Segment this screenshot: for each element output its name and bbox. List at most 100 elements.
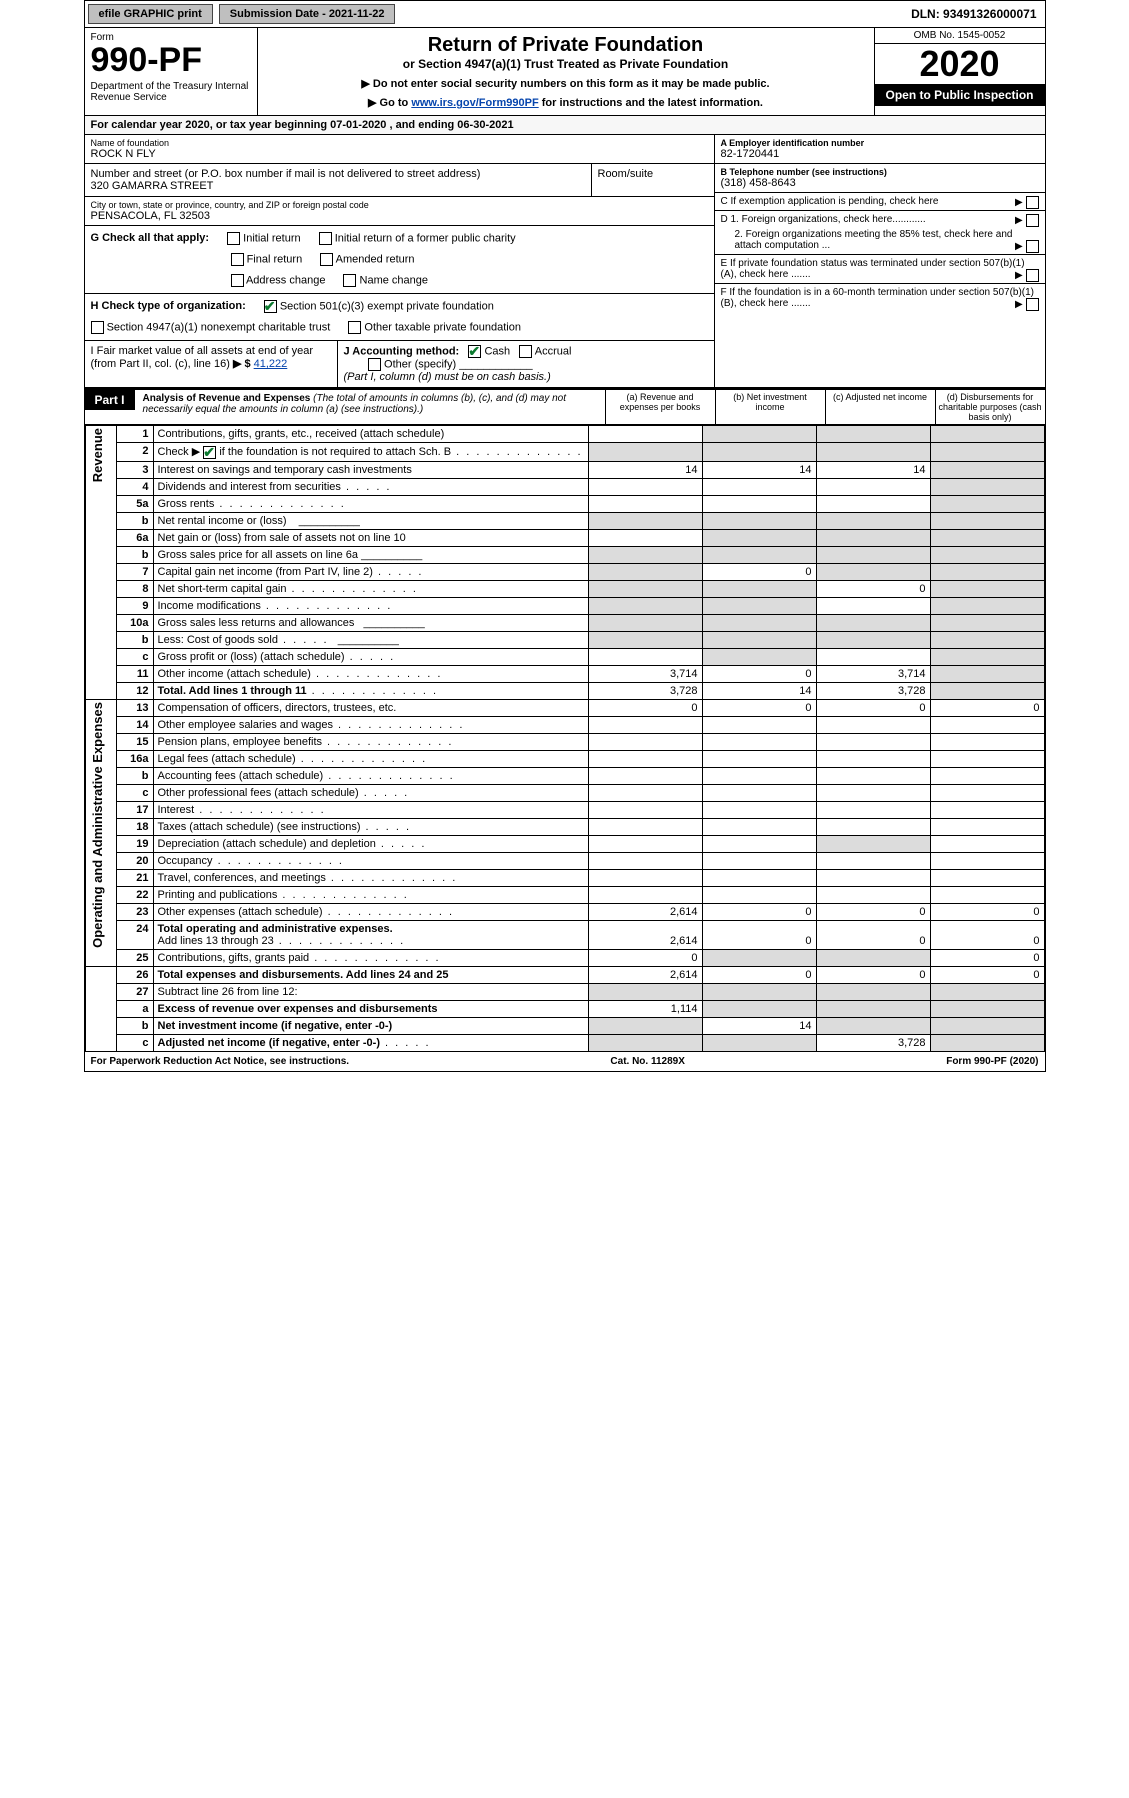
table-row: Revenue 1Contributions, gifts, grants, e… — [85, 426, 1044, 443]
col-a-header: (a) Revenue and expenses per books — [605, 390, 715, 424]
addr-label: Number and street (or P.O. box number if… — [91, 168, 585, 180]
cb-initial-return[interactable] — [227, 232, 240, 245]
table-row: 19Depreciation (attach schedule) and dep… — [85, 835, 1044, 852]
calendar-year-line: For calendar year 2020, or tax year begi… — [85, 116, 1045, 135]
fmv-value-link[interactable]: 41,222 — [254, 358, 288, 370]
cb-501c3[interactable] — [264, 300, 277, 313]
cb-name-change[interactable] — [343, 274, 356, 287]
info-left: Name of foundation ROCK N FLY Number and… — [85, 135, 715, 387]
table-row: 23Other expenses (attach schedule) 2,614… — [85, 903, 1044, 920]
cb-e[interactable] — [1026, 269, 1039, 282]
header-right: OMB No. 1545-0052 2020 Open to Public In… — [874, 28, 1045, 115]
footer-left: For Paperwork Reduction Act Notice, see … — [91, 1056, 350, 1067]
submission-date-button[interactable]: Submission Date - 2021-11-22 — [219, 4, 396, 24]
open-inspection: Open to Public Inspection — [875, 84, 1045, 106]
table-row: 7Capital gain net income (from Part IV, … — [85, 563, 1044, 580]
table-row: cOther professional fees (attach schedul… — [85, 784, 1044, 801]
table-row: 25Contributions, gifts, grants paid 00 — [85, 949, 1044, 966]
ij-row: I Fair market value of all assets at end… — [85, 341, 714, 387]
cb-final-return[interactable] — [231, 253, 244, 266]
g-addr-change: Address change — [246, 274, 326, 286]
table-row: 2 Check ▶ if the foundation is not requi… — [85, 443, 1044, 462]
cb-schb[interactable] — [203, 446, 216, 459]
info-right: A Employer identification number 82-1720… — [715, 135, 1045, 387]
cb-4947a1[interactable] — [91, 321, 104, 334]
table-row: 12Total. Add lines 1 through 11 3,728143… — [85, 682, 1044, 699]
table-row: 11Other income (attach schedule) 3,71403… — [85, 665, 1044, 682]
header-left: Form 990-PF Department of the Treasury I… — [85, 28, 258, 115]
footer-right: Form 990-PF (2020) — [946, 1056, 1038, 1067]
table-row: 8Net short-term capital gain 0 — [85, 580, 1044, 597]
g-final: Final return — [247, 253, 303, 265]
a-label: A Employer identification number — [721, 138, 865, 148]
table-row: 20Occupancy — [85, 852, 1044, 869]
e-label: E If private foundation status was termi… — [721, 258, 1025, 280]
footer-mid: Cat. No. 11289X — [610, 1056, 684, 1067]
h-row: H Check type of organization: Section 50… — [85, 294, 714, 341]
table-row: 5aGross rents — [85, 495, 1044, 512]
part1-cols: (a) Revenue and expenses per books (b) N… — [605, 390, 1045, 424]
room-label: Room/suite — [598, 168, 708, 180]
part1-table: Revenue 1Contributions, gifts, grants, e… — [85, 425, 1045, 1052]
form-page: efile GRAPHIC print Submission Date - 20… — [84, 0, 1046, 1072]
table-row: bLess: Cost of goods sold __________ — [85, 631, 1044, 648]
addr-value: 320 GAMARRA STREET — [91, 180, 585, 192]
revenue-sidelabel: Revenue — [85, 426, 116, 700]
phone-value: (318) 458-8643 — [721, 177, 1039, 189]
col-b-header: (b) Net investment income — [715, 390, 825, 424]
table-row: 26Total expenses and disbursements. Add … — [85, 966, 1044, 983]
table-row: bNet rental income or (loss) __________ — [85, 512, 1044, 529]
info-grid: Name of foundation ROCK N FLY Number and… — [85, 135, 1045, 388]
a-cell: A Employer identification number 82-1720… — [715, 135, 1045, 164]
part1-desc: Analysis of Revenue and Expenses (The to… — [135, 390, 605, 418]
col-c-header: (c) Adjusted net income — [825, 390, 935, 424]
omb-label: OMB No. 1545-0052 — [875, 28, 1045, 44]
arrow-icon: ▶ $ — [233, 358, 254, 370]
expenses-sidelabel: Operating and Administrative Expenses — [85, 699, 116, 966]
g-initial-former: Initial return of a former public charit… — [335, 232, 516, 244]
cb-initial-former[interactable] — [319, 232, 332, 245]
i-cell: I Fair market value of all assets at end… — [85, 341, 338, 387]
city-value: PENSACOLA, FL 32503 — [91, 210, 708, 222]
table-row: 4Dividends and interest from securities — [85, 478, 1044, 495]
g-name-change: Name change — [360, 274, 429, 286]
cb-d1[interactable] — [1026, 214, 1039, 227]
table-row: cGross profit or (loss) (attach schedule… — [85, 648, 1044, 665]
cb-c[interactable] — [1026, 196, 1039, 209]
form-note1: ▶ Do not enter social security numbers o… — [268, 77, 864, 90]
cb-cash[interactable] — [468, 345, 481, 358]
g-amended: Amended return — [336, 253, 415, 265]
f-label: F If the foundation is in a 60-month ter… — [721, 287, 1035, 309]
cb-f[interactable] — [1026, 298, 1039, 311]
cb-d2[interactable] — [1026, 240, 1039, 253]
name-label: Name of foundation — [91, 138, 708, 148]
cb-amended-return[interactable] — [320, 253, 333, 266]
form-note2: ▶ Go to www.irs.gov/Form990PF for instru… — [268, 96, 864, 109]
j-accrual: Accrual — [535, 345, 572, 357]
j-other: Other (specify) — [384, 358, 456, 370]
table-row: aExcess of revenue over expenses and dis… — [85, 1000, 1044, 1017]
j-cash: Cash — [484, 345, 510, 357]
form-number: 990-PF — [91, 43, 251, 77]
table-row: 9Income modifications — [85, 597, 1044, 614]
efile-print-button[interactable]: efile GRAPHIC print — [88, 4, 213, 24]
d1-label: D 1. Foreign organizations, check here..… — [721, 214, 926, 225]
cb-address-change[interactable] — [231, 274, 244, 287]
e-cell: E If private foundation status was termi… — [715, 255, 1045, 284]
g-label: G Check all that apply: — [91, 232, 210, 244]
ein-value: 82-1720441 — [721, 148, 1039, 160]
cb-other-method[interactable] — [368, 358, 381, 371]
note2-prefix: ▶ Go to — [368, 97, 411, 109]
table-row: 15Pension plans, employee benefits — [85, 733, 1044, 750]
irs-link[interactable]: www.irs.gov/Form990PF — [411, 97, 538, 109]
h-c3: Section 501(c)(3) exempt private foundat… — [280, 300, 494, 312]
table-row: 16aLegal fees (attach schedule) — [85, 750, 1044, 767]
j-cell: J Accounting method: Cash Accrual Other … — [338, 341, 714, 387]
cb-other-taxable[interactable] — [348, 321, 361, 334]
name-cell: Name of foundation ROCK N FLY — [85, 135, 714, 164]
header-center: Return of Private Foundation or Section … — [258, 28, 874, 115]
cb-accrual[interactable] — [519, 345, 532, 358]
room-cell: Room/suite — [592, 164, 714, 196]
g-row: G Check all that apply: Initial return I… — [85, 226, 714, 294]
city-label: City or town, state or province, country… — [91, 200, 708, 210]
